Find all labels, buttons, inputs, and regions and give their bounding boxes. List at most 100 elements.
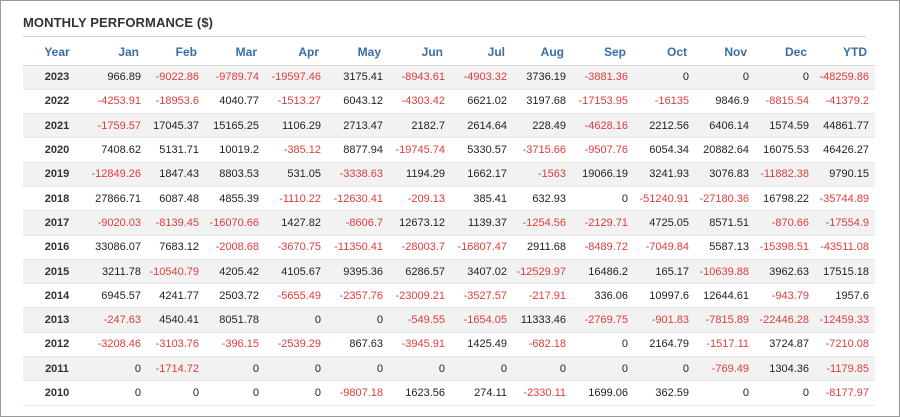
cell-may: -12630.41 <box>327 186 389 212</box>
column-header-jun[interactable]: Jun <box>389 39 451 66</box>
table-row: 2015 3211.78 -10540.79 4205.42 4105.67 9395.3… <box>23 259 875 285</box>
cell-ytd: -41379.2 <box>815 89 875 115</box>
cell-aug: -217.91 <box>513 283 572 309</box>
cell-ytd: -43511.08 <box>815 235 875 260</box>
cell-jul: -16807.47 <box>451 235 513 260</box>
cell-nov: -769.49 <box>695 356 755 382</box>
cell-apr: -385.12 <box>265 137 327 163</box>
cell-dec: 3724.87 <box>755 332 815 358</box>
cell-mar: 0 <box>205 380 265 406</box>
cell-mar: -16070.66 <box>205 210 265 236</box>
cell-oct: 4725.05 <box>634 210 695 236</box>
table-row: 2013 -247.63 4540.41 8051.78 0 0 -549.55 -1654.… <box>23 307 875 333</box>
cell-feb: -18953.6 <box>147 89 205 115</box>
cell-aug: 3736.19 <box>513 65 572 90</box>
column-header-ytd[interactable]: YTD <box>815 39 875 66</box>
cell-nov: 0 <box>695 380 755 406</box>
cell-mar: -396.15 <box>205 332 265 358</box>
cell-feb: 5131.71 <box>147 137 205 163</box>
cell-dec: 3962.63 <box>755 259 815 285</box>
cell-sep: 0 <box>572 186 634 212</box>
column-header-apr[interactable]: Apr <box>265 39 327 66</box>
cell-oct: -16135 <box>634 89 695 115</box>
table-row: 2018 27866.71 6087.48 4855.39 -1110.22 -12630… <box>23 186 875 212</box>
column-header-aug[interactable]: Aug <box>513 39 572 66</box>
column-header-feb[interactable]: Feb <box>147 39 205 66</box>
cell-apr: -5655.49 <box>265 283 327 309</box>
cell-jan: 27866.71 <box>91 186 147 212</box>
cell-apr: 531.05 <box>265 162 327 187</box>
cell-oct: 6054.34 <box>634 137 695 163</box>
cell-mar: -2008.68 <box>205 235 265 260</box>
column-header-jan[interactable]: Jan <box>91 39 147 66</box>
cell-ytd: -35744.89 <box>815 186 875 212</box>
column-header-mar[interactable]: Mar <box>205 39 265 66</box>
cell-oct: 0 <box>634 356 695 382</box>
cell-nov: 20882.64 <box>695 137 755 163</box>
cell-may: -2357.76 <box>327 283 389 309</box>
cell-ytd: -1179.85 <box>815 356 875 382</box>
cell-jan: -4253.91 <box>91 89 147 115</box>
column-header-dec[interactable]: Dec <box>755 39 815 66</box>
cell-aug: 632.93 <box>513 186 572 212</box>
cell-jun: 0 <box>389 356 451 382</box>
year-cell: 2020 <box>23 137 91 163</box>
cell-sep: -8489.72 <box>572 235 634 260</box>
cell-ytd: 9790.15 <box>815 162 875 187</box>
column-header-may[interactable]: May <box>327 39 389 66</box>
cell-jan: -247.63 <box>91 307 147 333</box>
cell-feb: -10540.79 <box>147 259 205 285</box>
cell-nov: 12644.61 <box>695 283 755 309</box>
cell-nov: 8571.51 <box>695 210 755 236</box>
cell-aug: -1563 <box>513 162 572 187</box>
performance-table: Year Jan Feb Mar Apr May Jun Jul Aug Sep Oct Nov Dec… <box>23 39 875 406</box>
cell-aug: 2911.68 <box>513 235 572 260</box>
cell-mar: 4855.39 <box>205 186 265 212</box>
cell-jan: -3208.46 <box>91 332 147 358</box>
cell-mar: 4040.77 <box>205 89 265 115</box>
cell-apr: -1110.22 <box>265 186 327 212</box>
column-header-sep[interactable]: Sep <box>572 39 634 66</box>
column-header-nov[interactable]: Nov <box>695 39 755 66</box>
cell-nov: -1517.11 <box>695 332 755 358</box>
cell-apr: 1427.82 <box>265 210 327 236</box>
cell-oct: -7049.84 <box>634 235 695 260</box>
cell-jul: 1139.37 <box>451 210 513 236</box>
year-cell: 2010 <box>23 380 91 406</box>
column-header-year[interactable]: Year <box>23 39 91 66</box>
cell-aug: -12529.97 <box>513 259 572 285</box>
cell-jul: 3407.02 <box>451 259 513 285</box>
cell-sep: 16486.2 <box>572 259 634 285</box>
year-cell: 2015 <box>23 259 91 285</box>
cell-dec: 0 <box>755 380 815 406</box>
cell-jan: 966.89 <box>91 65 147 90</box>
cell-aug: 228.49 <box>513 113 572 139</box>
cell-ytd: -12459.33 <box>815 307 875 333</box>
cell-sep: -17153.95 <box>572 89 634 115</box>
cell-may: 2713.47 <box>327 113 389 139</box>
column-header-jul[interactable]: Jul <box>451 39 513 66</box>
cell-dec: 16798.22 <box>755 186 815 212</box>
cell-dec: 16075.53 <box>755 137 815 163</box>
cell-mar: -9789.74 <box>205 65 265 90</box>
cell-apr: 0 <box>265 307 327 333</box>
cell-nov: -27180.36 <box>695 186 755 212</box>
cell-feb: 17045.37 <box>147 113 205 139</box>
cell-sep: -2129.71 <box>572 210 634 236</box>
cell-aug: -3715.66 <box>513 137 572 163</box>
cell-feb: 0 <box>147 380 205 406</box>
column-header-oct[interactable]: Oct <box>634 39 695 66</box>
cell-feb: 1847.43 <box>147 162 205 187</box>
cell-dec: -870.66 <box>755 210 815 236</box>
cell-jan: 0 <box>91 356 147 382</box>
cell-may: 9395.36 <box>327 259 389 285</box>
cell-oct: 0 <box>634 65 695 90</box>
cell-ytd: 46426.27 <box>815 137 875 163</box>
cell-dec: -11882.38 <box>755 162 815 187</box>
year-cell: 2021 <box>23 113 91 139</box>
cell-mar: 2503.72 <box>205 283 265 309</box>
cell-apr: 4105.67 <box>265 259 327 285</box>
cell-jan: -9020.03 <box>91 210 147 236</box>
cell-sep: -2769.75 <box>572 307 634 333</box>
cell-sep: 19066.19 <box>572 162 634 187</box>
